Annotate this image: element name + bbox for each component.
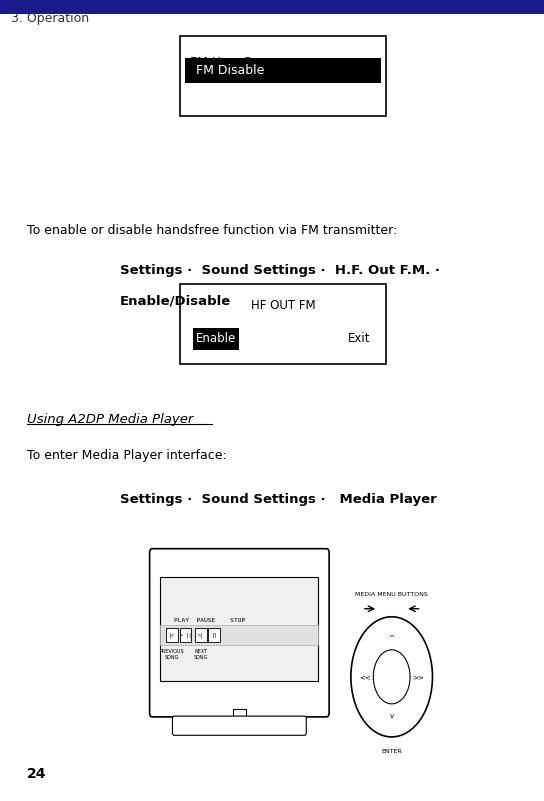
Circle shape — [373, 650, 410, 704]
Text: ENTER: ENTER — [381, 749, 402, 754]
Text: Settings ·  Sound Settings ·   Media Player: Settings · Sound Settings · Media Player — [120, 493, 436, 505]
FancyBboxPatch shape — [150, 549, 329, 717]
Text: FM User 2: FM User 2 — [190, 56, 252, 69]
Bar — [180, 284, 386, 364]
Bar — [195, 628, 207, 642]
Bar — [233, 709, 246, 721]
Bar — [180, 628, 191, 642]
Text: >|: >| — [198, 633, 203, 638]
Text: ^: ^ — [389, 635, 394, 641]
Text: 3. Operation: 3. Operation — [11, 12, 89, 25]
Bar — [160, 577, 318, 681]
Text: 24: 24 — [27, 767, 47, 781]
Text: PREVIOUS
SONG: PREVIOUS SONG — [159, 649, 184, 659]
FancyBboxPatch shape — [172, 716, 306, 735]
Bar — [160, 625, 318, 645]
Text: NEXT
SONG: NEXT SONG — [194, 649, 208, 659]
Bar — [208, 628, 220, 642]
Text: Settings ·  Sound Settings ·  H.F. Out F.M. ·: Settings · Sound Settings · H.F. Out F.M… — [120, 264, 440, 277]
Text: HF OUT FM: HF OUT FM — [251, 299, 315, 312]
Text: <<: << — [359, 674, 371, 680]
Text: PLAY  PAUSE    STOP: PLAY PAUSE STOP — [174, 618, 245, 623]
Text: To enter Media Player interface:: To enter Media Player interface: — [27, 449, 227, 461]
Text: []: [] — [212, 633, 217, 638]
Text: MEDIA MENU BUTTONS: MEDIA MENU BUTTONS — [355, 592, 428, 597]
Text: Enable: Enable — [196, 332, 236, 345]
Text: Exit: Exit — [348, 332, 370, 345]
Text: FM Disable: FM Disable — [196, 64, 264, 77]
Text: > ||: > || — [180, 633, 191, 638]
Bar — [193, 328, 239, 350]
Bar — [166, 628, 178, 642]
Bar — [180, 36, 386, 116]
FancyBboxPatch shape — [0, 0, 544, 14]
Text: Using A2DP Media Player: Using A2DP Media Player — [27, 413, 194, 425]
Text: >>: >> — [412, 674, 424, 680]
Text: Enable/Disable: Enable/Disable — [120, 295, 231, 308]
Text: To enable or disable handsfree function via FM transmitter:: To enable or disable handsfree function … — [27, 224, 398, 237]
Text: |<: |< — [169, 633, 175, 638]
Bar — [185, 58, 381, 83]
Text: v: v — [390, 713, 394, 718]
